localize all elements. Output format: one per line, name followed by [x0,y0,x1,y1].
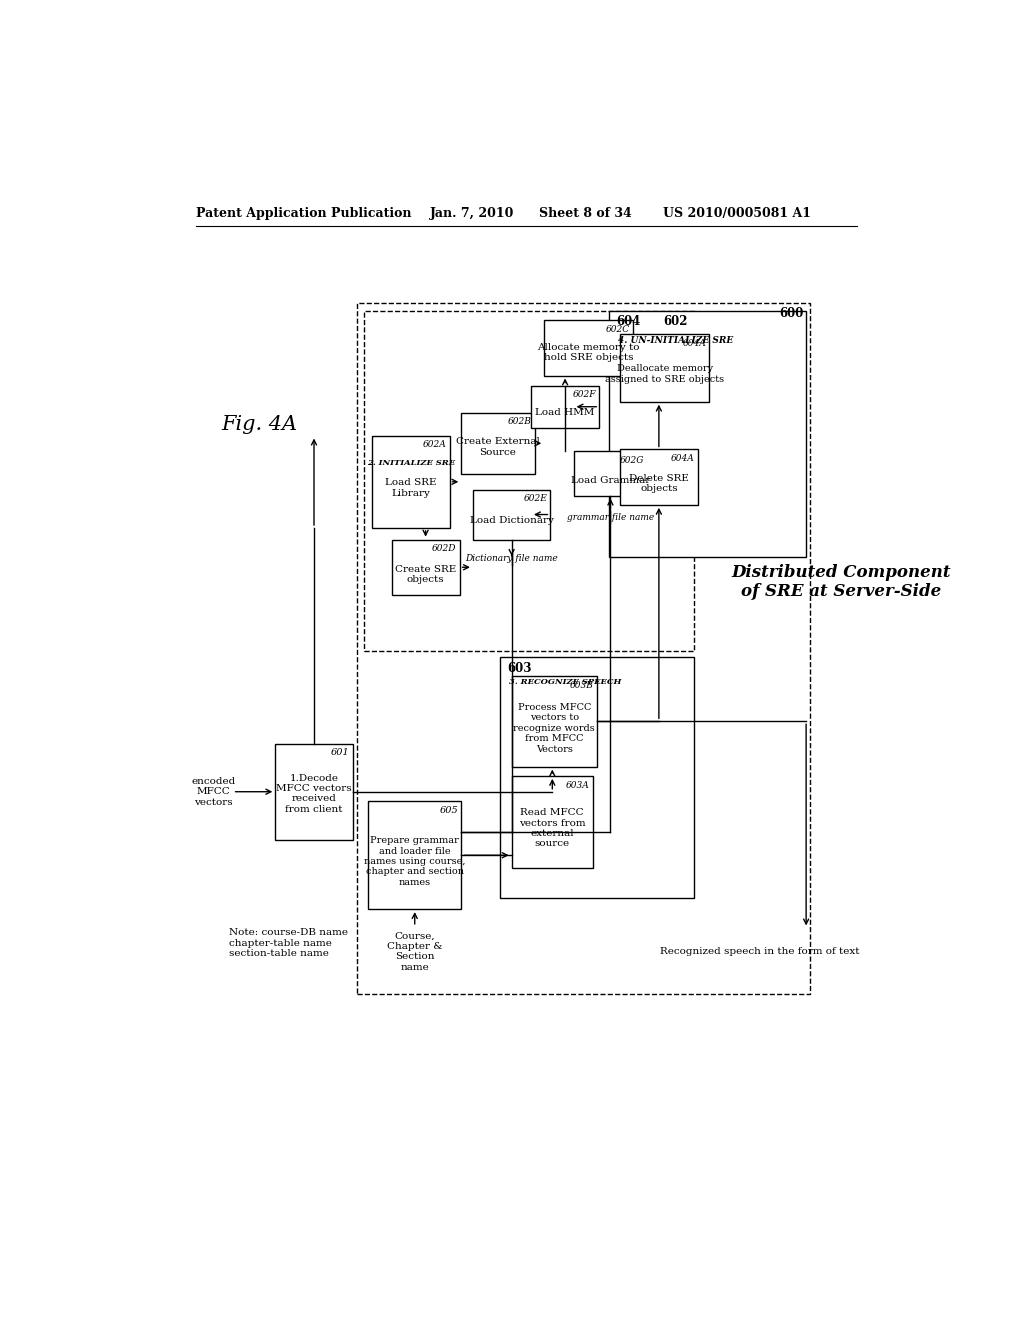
Text: Load HMM: Load HMM [536,408,595,417]
Bar [275,743,352,840]
Bar [512,676,597,767]
Text: 602F: 602F [572,391,596,399]
Text: 602D: 602D [432,544,457,553]
Text: Course,
Chapter &
Section
name: Course, Chapter & Section name [387,932,442,972]
Bar [573,451,647,496]
Text: Distributed Component
of SRE at Server-Side: Distributed Component of SRE at Server-S… [731,564,950,601]
Text: Create SRE
objects: Create SRE objects [395,565,457,583]
Bar [621,334,710,401]
Text: Load SRE
Library: Load SRE Library [385,478,436,498]
Text: 604: 604 [616,315,641,329]
Text: Create External
Source: Create External Source [456,437,540,457]
Bar [365,312,693,651]
Text: 603B: 603B [570,681,594,689]
Text: 605: 605 [439,807,458,814]
Bar [531,385,599,428]
Text: 2. INITIALIZE SRE: 2. INITIALIZE SRE [367,458,455,466]
Text: 1.Decode
MFCC vectors
received
from client: 1.Decode MFCC vectors received from clie… [276,774,352,813]
Text: Deallocate memory
assigned to SRE objects: Deallocate memory assigned to SRE object… [605,364,724,384]
Text: Note: course-DB name
chapter-table name
section-table name: Note: course-DB name chapter-table name … [228,928,348,958]
Text: 602B: 602B [508,417,531,426]
Bar [608,312,806,557]
Bar [544,321,633,376]
Bar [391,540,460,595]
Text: US 2010/0005081 A1: US 2010/0005081 A1 [663,207,811,220]
Bar [372,436,450,528]
Text: 602C: 602C [606,325,630,334]
Text: 601: 601 [331,748,349,758]
Bar [461,413,535,474]
Text: 603A: 603A [566,780,590,789]
Text: Read MFCC
vectors from
external
source: Read MFCC vectors from external source [519,808,586,849]
Text: Patent Application Publication: Patent Application Publication [197,207,412,220]
Text: 602A: 602A [423,441,446,449]
Text: Recognized speech in the form of text: Recognized speech in the form of text [659,946,859,956]
Text: Load Grammar: Load Grammar [570,475,650,484]
Text: 602E: 602E [523,494,547,503]
Text: Jan. 7, 2010: Jan. 7, 2010 [430,207,515,220]
Bar [621,450,697,506]
Text: Dictionary file name: Dictionary file name [465,554,558,564]
Text: 600: 600 [779,308,804,321]
Bar [473,490,550,540]
Text: encoded
MFCC
vectors: encoded MFCC vectors [191,777,236,807]
Text: 602: 602 [664,315,687,329]
Text: Allocate memory to
hold SRE objects: Allocate memory to hold SRE objects [538,343,640,362]
Text: Fig. 4A: Fig. 4A [221,414,297,433]
Text: 4. UN-INITIALIZE SRE: 4. UN-INITIALIZE SRE [617,335,733,345]
Text: grammar file name: grammar file name [567,512,654,521]
Bar [512,776,593,869]
Bar [369,801,461,909]
Text: Load Dictionary: Load Dictionary [470,516,554,525]
Bar [356,304,810,994]
Text: 3. RECOGNIZE SPEECH: 3. RECOGNIZE SPEECH [509,678,622,686]
Text: 602G: 602G [620,455,644,465]
Text: Process MFCC
vectors to
recognize words
from MFCC
Vectors: Process MFCC vectors to recognize words … [513,704,595,754]
Text: Sheet 8 of 34: Sheet 8 of 34 [539,207,632,220]
Text: Prepare grammar
and loader file
names using course,
chapter and section
names: Prepare grammar and loader file names us… [364,836,466,887]
Bar [500,657,693,898]
Text: Delete SRE
objects: Delete SRE objects [629,474,689,494]
Text: 604A: 604A [682,339,707,347]
Text: 603: 603 [508,661,532,675]
Text: 604A: 604A [671,454,694,463]
